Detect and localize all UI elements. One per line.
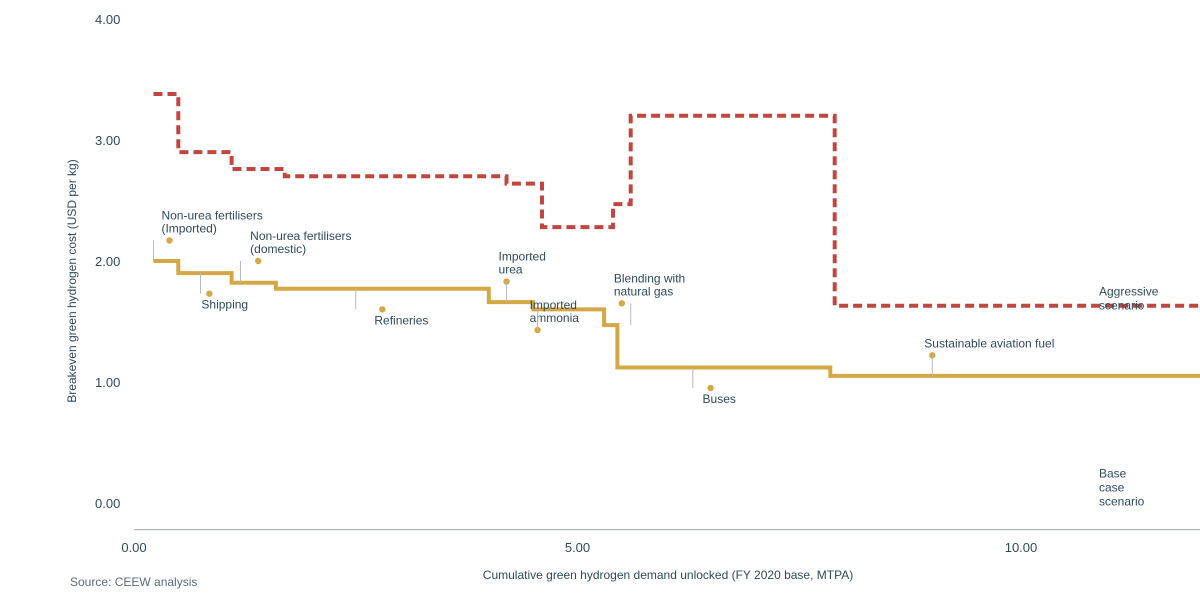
annotation-label: Blending with: [614, 271, 685, 285]
y-tick-label: 4.00: [95, 12, 120, 27]
annotation-label: (Imported): [161, 221, 216, 235]
annotation-label: (domestic): [250, 242, 306, 256]
annotation-label: Non-urea fertilisers: [250, 229, 351, 243]
x-tick-label: 5.00: [565, 540, 590, 555]
annotation-label: urea: [499, 263, 523, 277]
annotation-dot: [166, 237, 173, 244]
series-label: Aggressive: [1099, 285, 1159, 299]
annotation-label: natural gas: [614, 284, 673, 298]
annotation-label: Refineries: [374, 313, 428, 327]
annotation-label: Imported: [499, 250, 546, 264]
x-tick-label: 10.00: [1005, 540, 1038, 555]
annotation-label: Buses: [703, 392, 736, 406]
aggressive-scenario-line: [153, 92, 1200, 308]
y-tick-label: 1.00: [95, 375, 120, 390]
annotation-label: Non-urea fertilisers: [161, 208, 262, 222]
y-tick-label: 0.00: [95, 496, 120, 511]
base-case-line: [153, 259, 1200, 378]
y-tick-label: 2.00: [95, 254, 120, 269]
annotation-dot: [707, 384, 714, 392]
source-note: Source: CEEW analysis: [70, 575, 198, 589]
series-label: scenario: [1099, 495, 1145, 509]
series-label: case: [1099, 481, 1125, 495]
annotation-dot: [254, 257, 262, 265]
y-tick-label: 3.00: [95, 133, 120, 148]
annotation-dot: [379, 306, 386, 313]
x-axis-label: Cumulative green hydrogen demand unlocke…: [483, 568, 853, 582]
annotation-dot: [618, 300, 626, 307]
annotation-label: Imported: [530, 298, 577, 312]
x-tick-label: 0.00: [121, 540, 146, 555]
annotation-label: ammonia: [530, 311, 580, 325]
y-axis-label: Breakeven green hydrogen cost (USD per k…: [65, 159, 79, 402]
series-label: Base: [1099, 467, 1127, 481]
annotation-label: Shipping: [201, 298, 248, 312]
annotation-dot: [206, 290, 213, 297]
series-label: scenario: [1099, 299, 1145, 313]
annotation-label: Sustainable aviation fuel: [924, 336, 1054, 350]
